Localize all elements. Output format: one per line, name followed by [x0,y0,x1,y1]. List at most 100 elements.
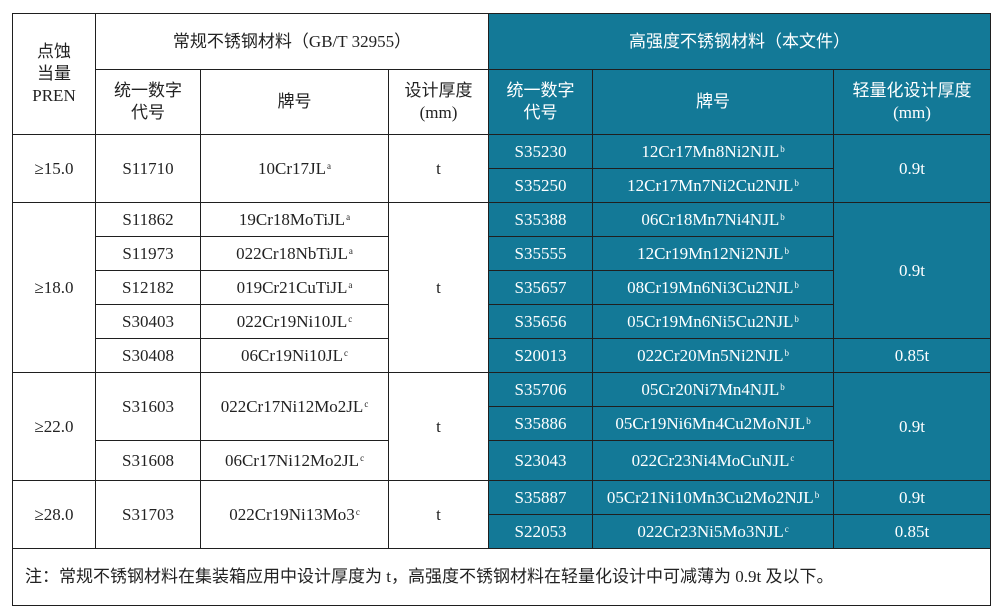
regular-grade: 022Cr18NbTiJLa [200,236,389,271]
regular-grade: 022Cr19Ni13Mo3c [200,480,389,549]
grade-text: 19Cr18MoTiJL [238,209,346,229]
table-row: S30408 06Cr19Ni10JLc S20013 022Cr20Mn5Ni2NJ… [13,338,992,373]
footnote-marker: b [794,279,799,290]
footnote-marker: c [348,313,353,324]
table-row: ≥15.0 S11710 10Cr17JLa t S35230 12Cr17Mn8Ni2N… [12,134,992,203]
footnote-marker: c [784,523,789,534]
grade-text: 022Cr23Ni5Mo3NJL [637,521,784,541]
footnote-marker: c [364,398,369,409]
table-row: S22053 022Cr23Ni5Mo3NJLc 0.85t [13,514,992,549]
light-thickness-value: 0.85t [833,514,992,549]
footnote-marker: c [355,506,360,517]
stainless-steel-comparison-table: 点蚀 当量 PREN 常规不锈钢材料（GB/T 32955） 高强度不锈钢材料（… [11,13,992,606]
light-thickness-value: 0.85t [833,338,992,373]
table-row: S11973 022Cr18NbTiJLa S35555 12Cr19Mn12Ni2N… [13,236,991,271]
footnote-marker: a [327,160,331,171]
header-line: 代号 [523,103,558,122]
high-strength-code: S35230 [488,134,594,169]
high-grade-header: 牌号 [592,69,835,135]
header-line: (mm) [893,103,931,122]
grade-text: 06Cr17Ni12Mo2JL [224,450,360,470]
table-row: ≥28.0 S31703 022Cr19Ni13Mo3c t S35887 05Cr21N… [12,480,992,549]
grade-text: 05Cr21Ni10Mn3Cu2Mo2NJL [606,487,814,507]
light-thickness-value: 0.9t [833,480,992,515]
regular-grade: 06Cr19Ni10JLc [200,338,389,373]
high-strength-grade: 05Cr19Ni6Mn4Cu2MoNJLb [592,406,835,441]
high-strength-grade: 022Cr23Ni4MoCuNJLc [592,440,835,481]
header-line: 统一数字 [506,81,575,100]
grade-text: 05Cr19Ni6Mn4Cu2MoNJL [615,413,806,433]
regular-thickness: t [387,372,490,481]
table-row: S35250 12Cr17Mn7Ni2Cu2NJLb [13,168,991,203]
regular-code-header: 统一数字 代号 [95,69,201,135]
footnote-marker: b [784,347,789,358]
table-row: S30403 022Cr19Ni10JLc S35656 05Cr19Mn6Ni5Cu… [13,304,991,339]
regular-thickness: t [387,202,490,373]
grade-text: 022Cr17Ni12Mo2JL [220,396,364,416]
footnote-marker: b [794,313,799,324]
grade-text: 06Cr18Mn7Ni4NJL [641,209,780,229]
high-strength-grade: 05Cr20Ni7Mn4NJLb [592,372,835,407]
grade-text: 05Cr20Ni7Mn4NJL [641,379,780,399]
pren-header-line: PREN [32,86,76,105]
pren-value: ≥28.0 [12,480,96,549]
regular-grade: 022Cr19Ni10JLc [200,304,389,339]
pren-value: ≥22.0 [12,372,96,481]
pren-header-line: 点蚀 [37,42,71,61]
high-strength-code: S35886 [488,406,594,441]
high-strength-grade: 12Cr17Mn7Ni2Cu2NJLb [592,168,835,203]
footnote-marker: b [794,177,799,188]
table-row: ≥22.0 S31603 022Cr17Ni12Mo2JLc t S35706 05Cr2… [12,372,992,481]
header-line: (mm) [419,103,458,122]
light-thickness-value: 0.9t [833,202,992,339]
pren-header-line: 当量 [37,64,71,83]
footnote-marker: b [814,489,820,500]
footnote: 注：常规不锈钢材料在集装箱应用中设计厚度为 t，高强度不锈钢材料在轻量化设计中可… [11,548,992,606]
grade-text: 12Cr19Mn12Ni2NJL [637,243,784,263]
high-strength-grade: 08Cr19Mn6Ni3Cu2NJLb [592,270,835,305]
footnote-marker: b [780,381,785,392]
pren-header: 点蚀 当量 PREN [12,13,96,135]
high-strength-grade: 05Cr19Mn6Ni5Cu2NJLb [592,304,835,339]
high-strength-materials-header: 高强度不锈钢材料（本文件） [488,13,992,70]
regular-code: S31603 [95,372,201,441]
high-strength-code: S35656 [488,304,594,339]
high-strength-code: S20013 [488,338,594,373]
high-strength-code: S22053 [488,514,594,549]
high-strength-grade: 022Cr23Ni5Mo3NJLc [592,514,835,549]
light-thickness-header: 轻量化设计厚度 (mm) [833,69,992,135]
high-code-header: 统一数字 代号 [488,69,594,135]
regular-thickness-header: 设计厚度 (mm) [387,69,490,135]
header-line: 轻量化设计厚度 [852,81,972,100]
grade-text: 022Cr19Ni13Mo3 [229,504,355,524]
regular-thickness: t [387,134,490,203]
high-strength-code: S35555 [488,236,594,271]
regular-materials-header: 常规不锈钢材料（GB/T 32955） [94,13,490,70]
regular-code: S11973 [95,236,201,271]
regular-grade-header: 牌号 [200,69,389,135]
high-strength-grade: 12Cr19Mn12Ni2NJLb [592,236,835,271]
light-thickness-value: 0.9t [833,372,992,481]
header-line: 统一数字 [114,81,182,100]
grade-text: 022Cr20Mn5Ni2NJL [637,345,784,365]
high-strength-grade: 06Cr18Mn7Ni4NJLb [592,202,835,237]
header-line: 设计厚度 [404,81,473,100]
regular-code: S30408 [95,338,201,373]
footnote-marker: c [344,347,348,358]
high-strength-code: S23043 [488,440,594,481]
grade-text: 06Cr19Ni10JL [241,345,343,365]
high-strength-code: S35657 [488,270,594,305]
table-row: ≥18.0 S11862 19Cr18MoTiJLa t S35388 06Cr18Mn7… [12,202,992,373]
regular-grade: 10Cr17JLa [200,134,389,203]
grade-text: 022Cr19Ni10JL [236,311,348,331]
regular-code: S31608 [95,440,201,481]
light-thickness-value: 0.9t [833,134,992,203]
grade-text: 019Cr21CuTiJL [236,277,348,297]
regular-grade: 019Cr21CuTiJLa [200,270,389,305]
footnote-marker: c [790,452,795,463]
high-strength-grade: 022Cr20Mn5Ni2NJLb [592,338,835,373]
grade-text: 022Cr18NbTiJL [236,243,348,263]
regular-grade: 06Cr17Ni12Mo2JLc [200,440,389,481]
grade-text: 12Cr17Mn7Ni2Cu2NJL [627,175,794,195]
pren-value: ≥15.0 [12,134,96,203]
